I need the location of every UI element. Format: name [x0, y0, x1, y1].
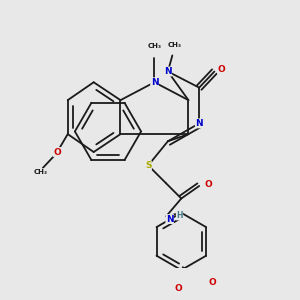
Text: O: O [204, 180, 212, 189]
Text: O: O [209, 278, 217, 287]
Text: CH₃: CH₃ [148, 44, 161, 50]
Text: N: N [151, 78, 158, 87]
Text: O: O [53, 148, 61, 157]
Text: N: N [195, 119, 203, 128]
Text: N: N [164, 67, 172, 76]
Text: O: O [175, 284, 182, 293]
Text: H: H [176, 211, 183, 220]
Text: CH₃: CH₃ [168, 42, 182, 48]
Text: O: O [218, 65, 225, 74]
Text: N: N [166, 214, 173, 224]
Text: S: S [145, 161, 152, 170]
Text: CH₃: CH₃ [34, 169, 48, 175]
